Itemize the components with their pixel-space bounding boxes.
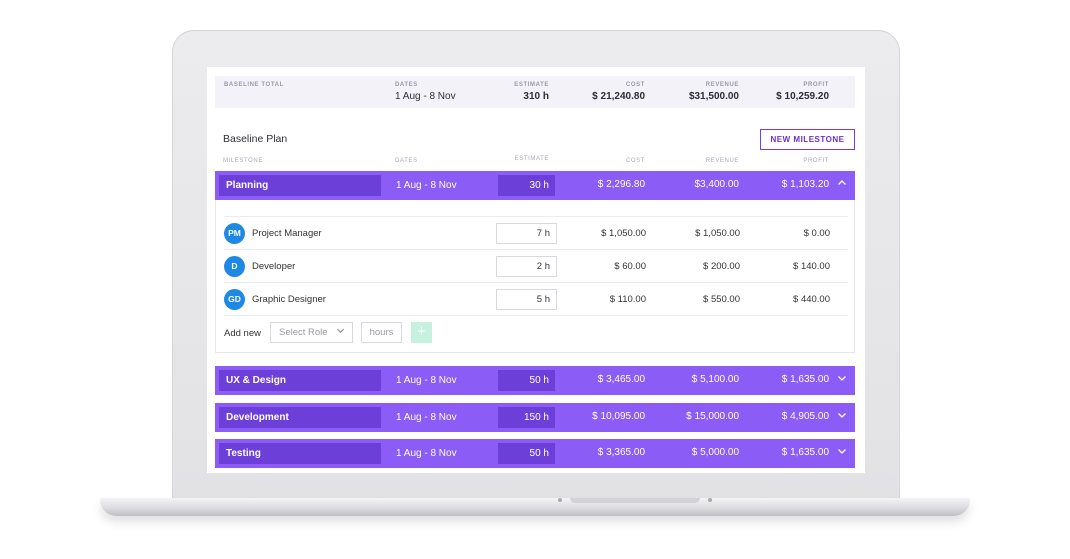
app-screen: BASELINE TOTAL DATES 1 Aug - 8 Nov ESTIM…	[207, 67, 865, 473]
milestone-profit: $ 1,635.00	[781, 447, 829, 458]
profit-value: $ 10,259.20	[776, 91, 829, 102]
column-dates: DATES	[395, 158, 418, 164]
milestone-estimate[interactable]: 50 h	[498, 443, 555, 464]
summary-cost: COST $ 21,240.80	[575, 82, 645, 102]
add-role-row: Add new Select Role hours +	[224, 315, 848, 348]
dates-value: 1 Aug - 8 Nov	[395, 91, 456, 102]
chevron-down-icon	[336, 326, 345, 337]
milestone-estimate[interactable]: 50 h	[498, 370, 555, 391]
milestone-cost: $ 2,296.80	[597, 179, 645, 190]
add-new-label: Add new	[224, 328, 261, 339]
revenue-value: $31,500.00	[688, 91, 739, 102]
avatar: D	[224, 256, 245, 277]
chevron-down-icon[interactable]	[837, 373, 847, 386]
role-row: PM Project Manager 7 h $ 1,050.00 $ 1,05…	[224, 216, 848, 249]
milestone-dates: 1 Aug - 8 Nov	[396, 412, 457, 423]
new-hours-input[interactable]: hours	[361, 322, 402, 343]
role-name: Developer	[252, 261, 296, 272]
baseline-summary: BASELINE TOTAL DATES 1 Aug - 8 Nov ESTIM…	[215, 76, 855, 108]
role-name: Project Manager	[252, 228, 322, 239]
milestone-profit: $ 1,635.00	[781, 374, 829, 385]
milestone-name[interactable]: Testing	[219, 443, 381, 464]
revenue-label: REVENUE	[705, 82, 739, 88]
column-revenue: REVENUE	[705, 158, 739, 164]
milestone-revenue: $ 15,000.00	[686, 411, 739, 422]
plus-icon: +	[417, 323, 426, 340]
hours-input[interactable]: 5 h	[496, 289, 557, 310]
milestone-row-development[interactable]: Development 1 Aug - 8 Nov 150 h $ 10,095…	[215, 403, 855, 432]
summary-baseline: BASELINE TOTAL	[224, 82, 284, 88]
avatar: GD	[224, 289, 245, 310]
plan-title: Baseline Plan	[223, 133, 288, 145]
hours-input[interactable]: 2 h	[496, 256, 557, 277]
milestone-cost: $ 3,465.00	[597, 374, 645, 385]
milestone-revenue: $ 5,000.00	[691, 447, 739, 458]
milestone-details-panel: PM Project Manager 7 h $ 1,050.00 $ 1,05…	[215, 200, 855, 353]
estimate-label: ESTIMATE	[514, 82, 549, 88]
milestone-cost: $ 3,365.00	[597, 447, 645, 458]
milestone-dates: 1 Aug - 8 Nov	[396, 448, 457, 459]
role-cost: $ 110.00	[609, 294, 646, 305]
milestone-estimate[interactable]: 150 h	[498, 407, 555, 428]
hours-input[interactable]: 7 h	[496, 223, 557, 244]
column-profit: PROFIT	[803, 158, 829, 164]
role-profit: $ 140.00	[793, 261, 830, 272]
summary-estimate: ESTIMATE 310 h	[499, 82, 549, 102]
laptop-base	[100, 498, 970, 516]
add-role-button[interactable]: +	[411, 322, 432, 343]
summary-revenue: REVENUE $31,500.00	[665, 82, 739, 102]
role-profit: $ 440.00	[793, 294, 830, 305]
column-estimate: ESTIMATE	[514, 156, 549, 162]
dates-label: DATES	[395, 82, 418, 88]
summary-profit: PROFIT $ 10,259.20	[755, 82, 829, 102]
milestone-name[interactable]: Development	[219, 407, 381, 428]
new-milestone-button[interactable]: NEW MILESTONE	[760, 129, 855, 150]
milestone-estimate[interactable]: 30 h	[498, 175, 555, 196]
select-role-dropdown[interactable]: Select Role	[270, 322, 353, 343]
role-revenue: $ 200.00	[703, 261, 740, 272]
column-cost: COST	[625, 158, 645, 164]
role-cost: $ 1,050.00	[601, 228, 646, 239]
estimate-value: 310 h	[523, 91, 549, 102]
avatar: PM	[224, 223, 245, 244]
milestone-row-planning[interactable]: Planning 1 Aug - 8 Nov 30 h $ 2,296.80 $…	[215, 171, 855, 200]
milestone-revenue: $ 5,100.00	[691, 374, 739, 385]
chevron-down-icon[interactable]	[837, 446, 847, 459]
milestone-dates: 1 Aug - 8 Nov	[396, 375, 457, 386]
cost-value: $ 21,240.80	[592, 91, 645, 102]
milestone-row-testing[interactable]: Testing 1 Aug - 8 Nov 50 h $ 3,365.00 $ …	[215, 439, 855, 468]
role-cost: $ 60.00	[614, 261, 646, 272]
select-role-placeholder: Select Role	[279, 327, 328, 338]
profit-label: PROFIT	[803, 82, 829, 88]
milestone-row-ux-design[interactable]: UX & Design 1 Aug - 8 Nov 50 h $ 3,465.0…	[215, 366, 855, 395]
baseline-total-label: BASELINE TOTAL	[224, 82, 284, 88]
role-row: D Developer 2 h $ 60.00 $ 200.00 $ 140.0…	[224, 249, 848, 282]
column-milestone: MILESTONE	[223, 158, 263, 164]
milestone-profit: $ 4,905.00	[781, 411, 829, 422]
summary-dates: DATES 1 Aug - 8 Nov	[395, 82, 456, 102]
chevron-up-icon[interactable]	[837, 178, 847, 191]
role-profit: $ 0.00	[803, 228, 830, 239]
milestone-profit: $ 1,103.20	[781, 179, 829, 190]
chevron-down-icon[interactable]	[837, 410, 847, 423]
role-revenue: $ 1,050.00	[695, 228, 740, 239]
cost-label: COST	[625, 82, 645, 88]
milestone-revenue: $3,400.00	[694, 179, 740, 190]
milestone-name[interactable]: Planning	[219, 175, 381, 196]
role-name: Graphic Designer	[252, 294, 326, 305]
role-row: GD Graphic Designer 5 h $ 110.00 $ 550.0…	[224, 282, 848, 315]
milestone-dates: 1 Aug - 8 Nov	[396, 180, 457, 191]
role-revenue: $ 550.00	[703, 294, 740, 305]
milestone-name[interactable]: UX & Design	[219, 370, 381, 391]
milestone-cost: $ 10,095.00	[592, 411, 645, 422]
